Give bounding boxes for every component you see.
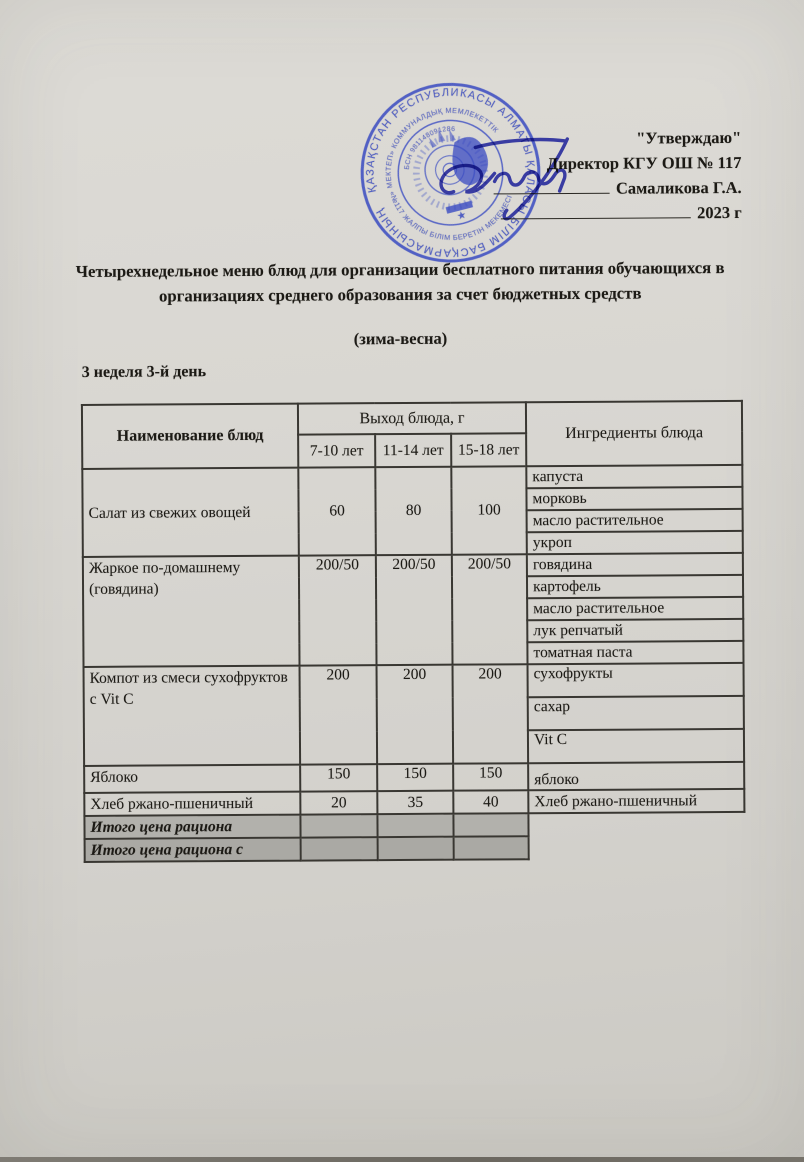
document-title: Четырехнедельное меню блюд для организац… xyxy=(75,258,725,306)
col-header-age-7-10: 7-10 лет xyxy=(298,434,376,468)
dish-output-11-14: 200/50 xyxy=(375,554,453,666)
col-header-age-11-14: 11-14 лет xyxy=(375,433,452,468)
handwritten-signature xyxy=(439,137,570,221)
official-round-stamp: ҚАЗАҚСТАН РЕСПУБЛИКАСЫ АЛМАТЫ ҚАЛАСЫ БІЛ… xyxy=(346,68,555,277)
dish-name: Салат из свежих овощей xyxy=(82,467,299,557)
dish-output-11-14: 35 xyxy=(377,790,454,815)
col-header-output: Выход блюда, г xyxy=(297,402,527,435)
ingredient: масло растительное xyxy=(526,508,743,533)
total-value-empty xyxy=(300,837,378,861)
dish-output-11-14: 150 xyxy=(377,763,454,792)
menu-table: Наименование блюд Выход блюда, г Ингреди… xyxy=(81,400,746,863)
ingredient: сухофрукты xyxy=(527,662,744,698)
ingredient: Хлеб ржано-пшеничный xyxy=(528,788,745,814)
dish-output-7-10: 60 xyxy=(298,467,376,556)
dish-output-11-14: 200 xyxy=(376,664,454,765)
dish-output-15-18: 40 xyxy=(453,790,529,814)
ingredient: капуста xyxy=(526,464,743,489)
ingredient: сахар xyxy=(527,695,744,731)
dish-name: Яблоко xyxy=(84,764,301,793)
total-value-empty xyxy=(300,814,378,838)
dish-name: Хлеб ржано-пшеничный xyxy=(84,791,301,816)
dish-name: Жаркое по-домашнему (говядина) xyxy=(82,555,300,667)
dish-output-15-18: 200 xyxy=(452,664,529,764)
ingredient: яблоко xyxy=(528,761,745,791)
season-subtitle: (зима-весна) xyxy=(353,328,448,349)
ingredient: Vit C xyxy=(527,728,745,764)
empty-region xyxy=(528,812,744,836)
dish-output-15-18: 100 xyxy=(451,466,527,555)
dish-output-7-10: 200/50 xyxy=(298,555,377,666)
total-value-empty xyxy=(453,836,529,860)
dish-output-15-18: 150 xyxy=(453,763,529,791)
col-header-ingredients: Ингредиенты блюда xyxy=(525,400,743,467)
total-value-empty xyxy=(377,813,454,838)
dish-output-7-10: 200 xyxy=(299,665,378,765)
empty-region xyxy=(529,835,745,859)
col-header-age-15-18: 15-18 лет xyxy=(451,433,527,467)
dish-name: Компот из смеси сухофруктов с Vit C xyxy=(83,665,301,766)
stamp-star-icon: ★ xyxy=(456,210,468,223)
total-value-empty xyxy=(453,813,529,837)
dish-output-7-10: 150 xyxy=(300,764,378,792)
col-header-dish-name: Наименование блюд xyxy=(81,403,299,469)
ingredient: укроп xyxy=(526,530,743,555)
stamp-emblem-blob xyxy=(452,137,489,186)
week-day-label: 3 неделя 3-й день xyxy=(81,363,207,381)
ingredient: картофель xyxy=(527,574,744,599)
total-value-empty xyxy=(377,836,454,861)
total-label: Итого цена рациона с xyxy=(84,837,301,862)
ingredient: лук репчатый xyxy=(527,618,744,643)
ingredient: говядина xyxy=(526,552,744,577)
ingredient: масло растительное xyxy=(527,596,744,621)
dish-output-7-10: 20 xyxy=(300,791,378,815)
ingredient: морковь xyxy=(526,486,743,511)
dish-output-15-18: 200/50 xyxy=(451,554,528,665)
dish-output-11-14: 80 xyxy=(375,466,452,556)
total-label: Итого цена рациона xyxy=(84,814,301,839)
ingredient: томатная паста xyxy=(527,640,744,665)
